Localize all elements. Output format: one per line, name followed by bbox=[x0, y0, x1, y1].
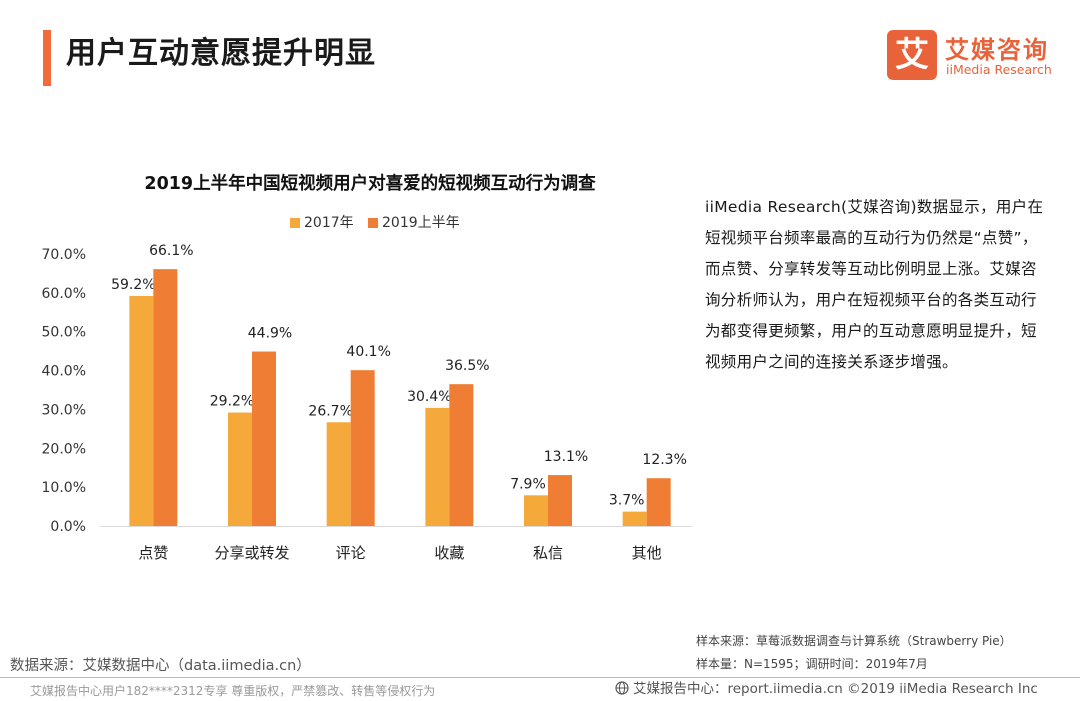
bar-2019h1 bbox=[153, 269, 178, 526]
bar-2017 bbox=[228, 412, 252, 526]
sample-source: 样本来源：草莓派数据调查与计算系统（Strawberry Pie） bbox=[696, 634, 1012, 648]
data-label: 13.1% bbox=[544, 449, 588, 465]
y-tick-label: 10.0% bbox=[42, 480, 86, 496]
bar-2019h1 bbox=[252, 351, 276, 526]
page-title: 用户互动意愿提升明显 bbox=[66, 36, 376, 71]
bar-2017 bbox=[326, 422, 351, 526]
y-tick-label: 60.0% bbox=[42, 286, 86, 302]
data-label: 44.9% bbox=[248, 326, 292, 342]
analysis-description: iiMedia Research(艾媒咨询)数据显示，用户在短视频平台频率最高的… bbox=[705, 198, 1044, 371]
footer-divider bbox=[0, 677, 1080, 678]
legend-item-2017: 2017年 bbox=[290, 213, 354, 233]
logo-chinese-name: 艾媒咨询 bbox=[945, 36, 1049, 64]
data-label: 59.2% bbox=[111, 277, 155, 293]
y-tick-label: 40.0% bbox=[42, 364, 86, 380]
sample-size: 样本量：N=1595；调研时间：2019年7月 bbox=[696, 657, 928, 671]
data-label: 26.7% bbox=[308, 403, 352, 419]
data-label: 30.4% bbox=[407, 389, 451, 405]
x-tick-label: 私信 bbox=[533, 544, 563, 562]
data-label: 12.3% bbox=[642, 452, 686, 468]
data-label: 29.2% bbox=[210, 394, 254, 410]
copyright-watermark: 艾媒报告中心用户182****2312专享 尊重版权，严禁篡改、转售等侵权行为 bbox=[30, 684, 436, 698]
legend-item-2019h1: 2019上半年 bbox=[368, 213, 460, 233]
data-label: 3.7% bbox=[609, 493, 645, 509]
data-label: 40.1% bbox=[346, 344, 390, 360]
bar-2019h1 bbox=[646, 478, 671, 526]
y-tick-label: 0.0% bbox=[50, 519, 86, 535]
title-accent-bar bbox=[43, 30, 51, 86]
x-tick-label: 分享或转发 bbox=[214, 544, 289, 562]
x-tick-label: 其他 bbox=[632, 544, 662, 562]
bar-2019h1 bbox=[350, 370, 375, 526]
x-tick-label: 点赞 bbox=[138, 544, 168, 562]
data-label: 7.9% bbox=[510, 476, 546, 492]
legend-label-2019h1: 2019上半年 bbox=[382, 215, 460, 231]
y-tick-label: 20.0% bbox=[42, 441, 86, 457]
bar-2017 bbox=[129, 295, 154, 526]
bar-2019h1 bbox=[548, 475, 572, 526]
logo-mark: 艾 bbox=[887, 30, 937, 80]
bar-2017 bbox=[425, 407, 450, 526]
iimedia-logo: 艾 艾媒咨询 iiMedia Research bbox=[887, 30, 1067, 82]
report-center-footer: 艾媒报告中心：report.iimedia.cn ©2019 iiMedia R… bbox=[615, 680, 1038, 698]
globe-icon bbox=[615, 681, 629, 695]
x-tick-label: 评论 bbox=[336, 544, 366, 562]
data-label: 36.5% bbox=[445, 358, 489, 374]
x-tick-label: 收藏 bbox=[434, 544, 464, 562]
legend-swatch-2019h1 bbox=[368, 218, 378, 228]
legend-swatch-2017 bbox=[290, 218, 300, 228]
logo-english-name: iiMedia Research bbox=[946, 62, 1052, 77]
y-tick-label: 70.0% bbox=[42, 247, 86, 263]
legend-label-2017: 2017年 bbox=[304, 215, 354, 231]
data-source: 数据来源：艾媒数据中心（data.iimedia.cn） bbox=[10, 658, 311, 674]
data-label: 66.1% bbox=[149, 243, 193, 259]
bar-2017 bbox=[524, 495, 548, 526]
y-tick-label: 30.0% bbox=[42, 402, 86, 418]
report-center-text: 艾媒报告中心：report.iimedia.cn ©2019 iiMedia R… bbox=[633, 681, 1038, 697]
bar-2017 bbox=[622, 511, 647, 526]
bar-2019h1 bbox=[449, 384, 474, 526]
chart-title: 2019上半年中国短视频用户对喜爱的短视频互动行为调查 bbox=[144, 174, 596, 194]
y-tick-label: 50.0% bbox=[42, 325, 86, 341]
